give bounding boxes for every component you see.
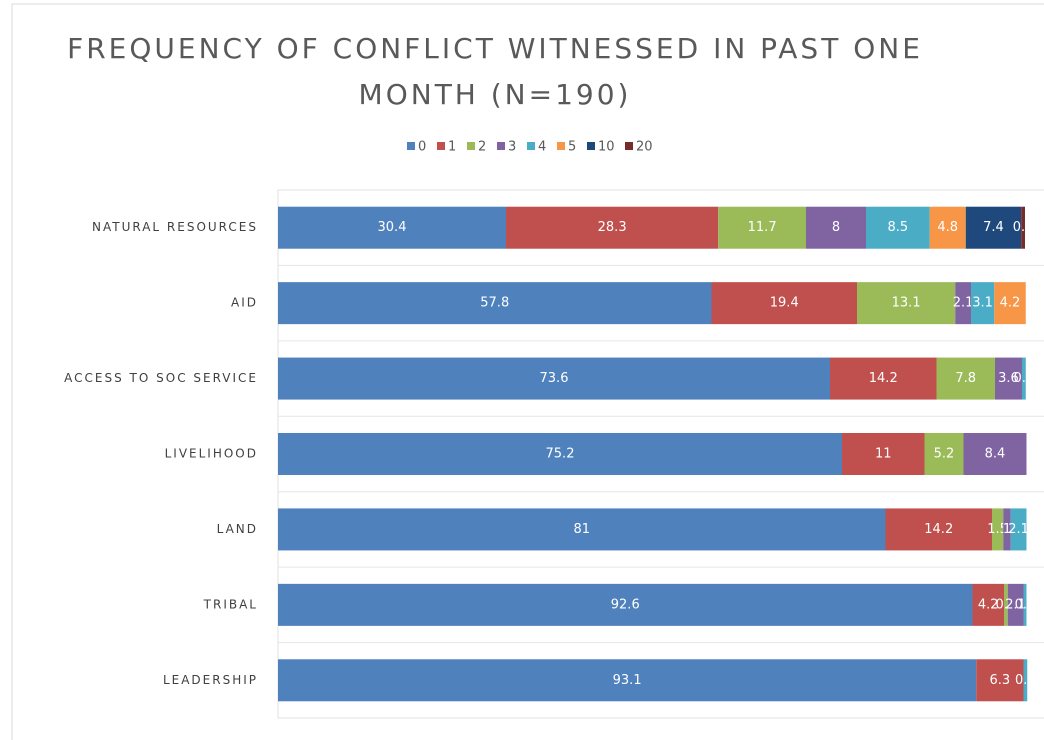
- data-label: 81: [573, 522, 590, 537]
- bar-segment: [278, 433, 842, 475]
- legend-label: 5: [568, 140, 576, 155]
- data-label: 73.6: [540, 371, 569, 386]
- bar-segment: [857, 282, 956, 325]
- bar-segment: [1003, 508, 1011, 551]
- data-label: 11: [875, 447, 892, 462]
- bar-segment: [866, 206, 930, 249]
- chart-border: [11, 3, 1044, 740]
- bar-segment: [278, 508, 886, 551]
- bar-segment: [963, 433, 1027, 475]
- data-label: 4.2: [1000, 296, 1021, 311]
- data-label: 8: [832, 220, 840, 235]
- data-label: 4.8: [937, 220, 958, 235]
- data-label: 7.8: [955, 371, 976, 386]
- data-label: 8.4: [985, 447, 1006, 462]
- bar-segment: [1023, 659, 1028, 702]
- bar-segment: [885, 508, 992, 551]
- data-label: 2.1: [953, 296, 974, 311]
- legend-swatch: [407, 142, 415, 150]
- bar-segment: [936, 357, 995, 400]
- bar-segment: [965, 206, 1022, 249]
- data-label: 3.6: [998, 371, 1019, 386]
- bar-segment: [506, 206, 719, 249]
- data-label: 4.2: [978, 597, 999, 612]
- y-tick-label: TRIBAL: [203, 597, 258, 611]
- y-tick-label: LEADERSHIP: [163, 673, 258, 687]
- data-label: 0.5: [1013, 220, 1034, 235]
- bar-segment: [994, 282, 1026, 325]
- legend-label: 10: [598, 140, 615, 155]
- bar-segment: [1010, 508, 1027, 551]
- y-tick-label: AID: [231, 296, 258, 310]
- data-label: 1.5: [987, 522, 1008, 537]
- bar-segment: [718, 206, 806, 249]
- bar-segment: [1022, 357, 1026, 400]
- legend-swatch: [527, 142, 535, 150]
- y-tick-label: ACCESS TO SOC SERVICE: [64, 371, 258, 385]
- bar-segment: [976, 659, 1024, 702]
- data-label: 14.2: [869, 371, 898, 386]
- y-tick-label: NATURAL RESOURCES: [92, 220, 258, 234]
- bar-segment: [278, 659, 977, 702]
- data-label: 13.1: [892, 296, 921, 311]
- data-label: 19.4: [770, 296, 799, 311]
- data-label: 1: [1003, 522, 1011, 537]
- bar-segment: [992, 508, 1004, 551]
- bar-segment: [929, 206, 966, 249]
- data-label: 30.4: [378, 220, 407, 235]
- data-label: 57.8: [480, 296, 509, 311]
- legend-swatch: [437, 142, 445, 150]
- legend-label: 20: [636, 140, 653, 155]
- data-label: 92.6: [611, 597, 640, 612]
- data-label: 14.2: [924, 522, 953, 537]
- data-label: 0.4: [1015, 597, 1036, 612]
- bar-segment: [278, 206, 506, 249]
- legend-swatch: [625, 142, 633, 150]
- data-label: 3.1: [972, 296, 993, 311]
- data-label: 0.5: [1015, 673, 1036, 688]
- y-tick-label: LAND: [217, 522, 258, 536]
- bar-segment: [806, 206, 866, 249]
- data-label: 2.1: [1008, 522, 1029, 537]
- bar-segment: [278, 282, 712, 325]
- data-label: 28.3: [598, 220, 627, 235]
- legend-swatch: [497, 142, 505, 150]
- data-label: 11.7: [748, 220, 777, 235]
- data-label: 6.3: [990, 673, 1011, 688]
- bar-segment: [711, 282, 857, 325]
- bar-segment: [278, 357, 830, 400]
- bar-segment: [972, 583, 1004, 626]
- bar-segment: [278, 583, 973, 626]
- data-label: 0.5: [1014, 371, 1035, 386]
- legend-label: 1: [448, 140, 456, 155]
- legend-label: 0: [418, 140, 426, 155]
- bar-segment: [842, 433, 925, 475]
- bar-segment: [924, 433, 964, 475]
- bar-segment: [1007, 583, 1024, 626]
- legend-swatch: [587, 142, 595, 150]
- data-label: 7.4: [983, 220, 1004, 235]
- bar-segment: [995, 357, 1022, 400]
- chart-title: FREQUENCY OF CONFLICT WITNESSED IN PAST …: [67, 32, 923, 111]
- bar-segment: [830, 357, 937, 400]
- legend-label: 4: [538, 140, 546, 155]
- legend-swatch: [467, 142, 475, 150]
- legend-label: 3: [508, 140, 516, 155]
- bar-segment: [955, 282, 971, 325]
- data-label: 2.1: [1005, 597, 1026, 612]
- data-label: 93.1: [613, 673, 642, 688]
- bar-segment: [1021, 206, 1025, 249]
- y-tick-label: LIVELIHOOD: [165, 447, 258, 461]
- data-label: 5.2: [934, 447, 955, 462]
- bar-segment: [971, 282, 995, 325]
- bar-segment: [1004, 583, 1008, 626]
- legend-swatch: [557, 142, 565, 150]
- legend-label: 2: [478, 140, 486, 155]
- data-label: 75.2: [546, 447, 575, 462]
- bar-segment: [1023, 583, 1027, 626]
- data-label: 8.5: [888, 220, 909, 235]
